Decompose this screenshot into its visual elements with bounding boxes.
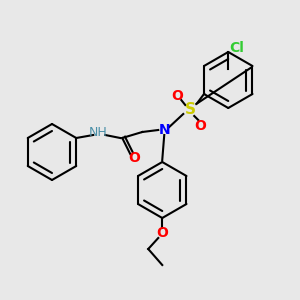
Text: S: S bbox=[185, 103, 196, 118]
Text: O: O bbox=[171, 89, 183, 103]
Text: NH: NH bbox=[89, 127, 108, 140]
Text: O: O bbox=[128, 151, 140, 165]
Text: N: N bbox=[158, 123, 170, 137]
Text: O: O bbox=[156, 226, 168, 240]
Text: O: O bbox=[194, 119, 206, 133]
Text: Cl: Cl bbox=[229, 41, 244, 55]
